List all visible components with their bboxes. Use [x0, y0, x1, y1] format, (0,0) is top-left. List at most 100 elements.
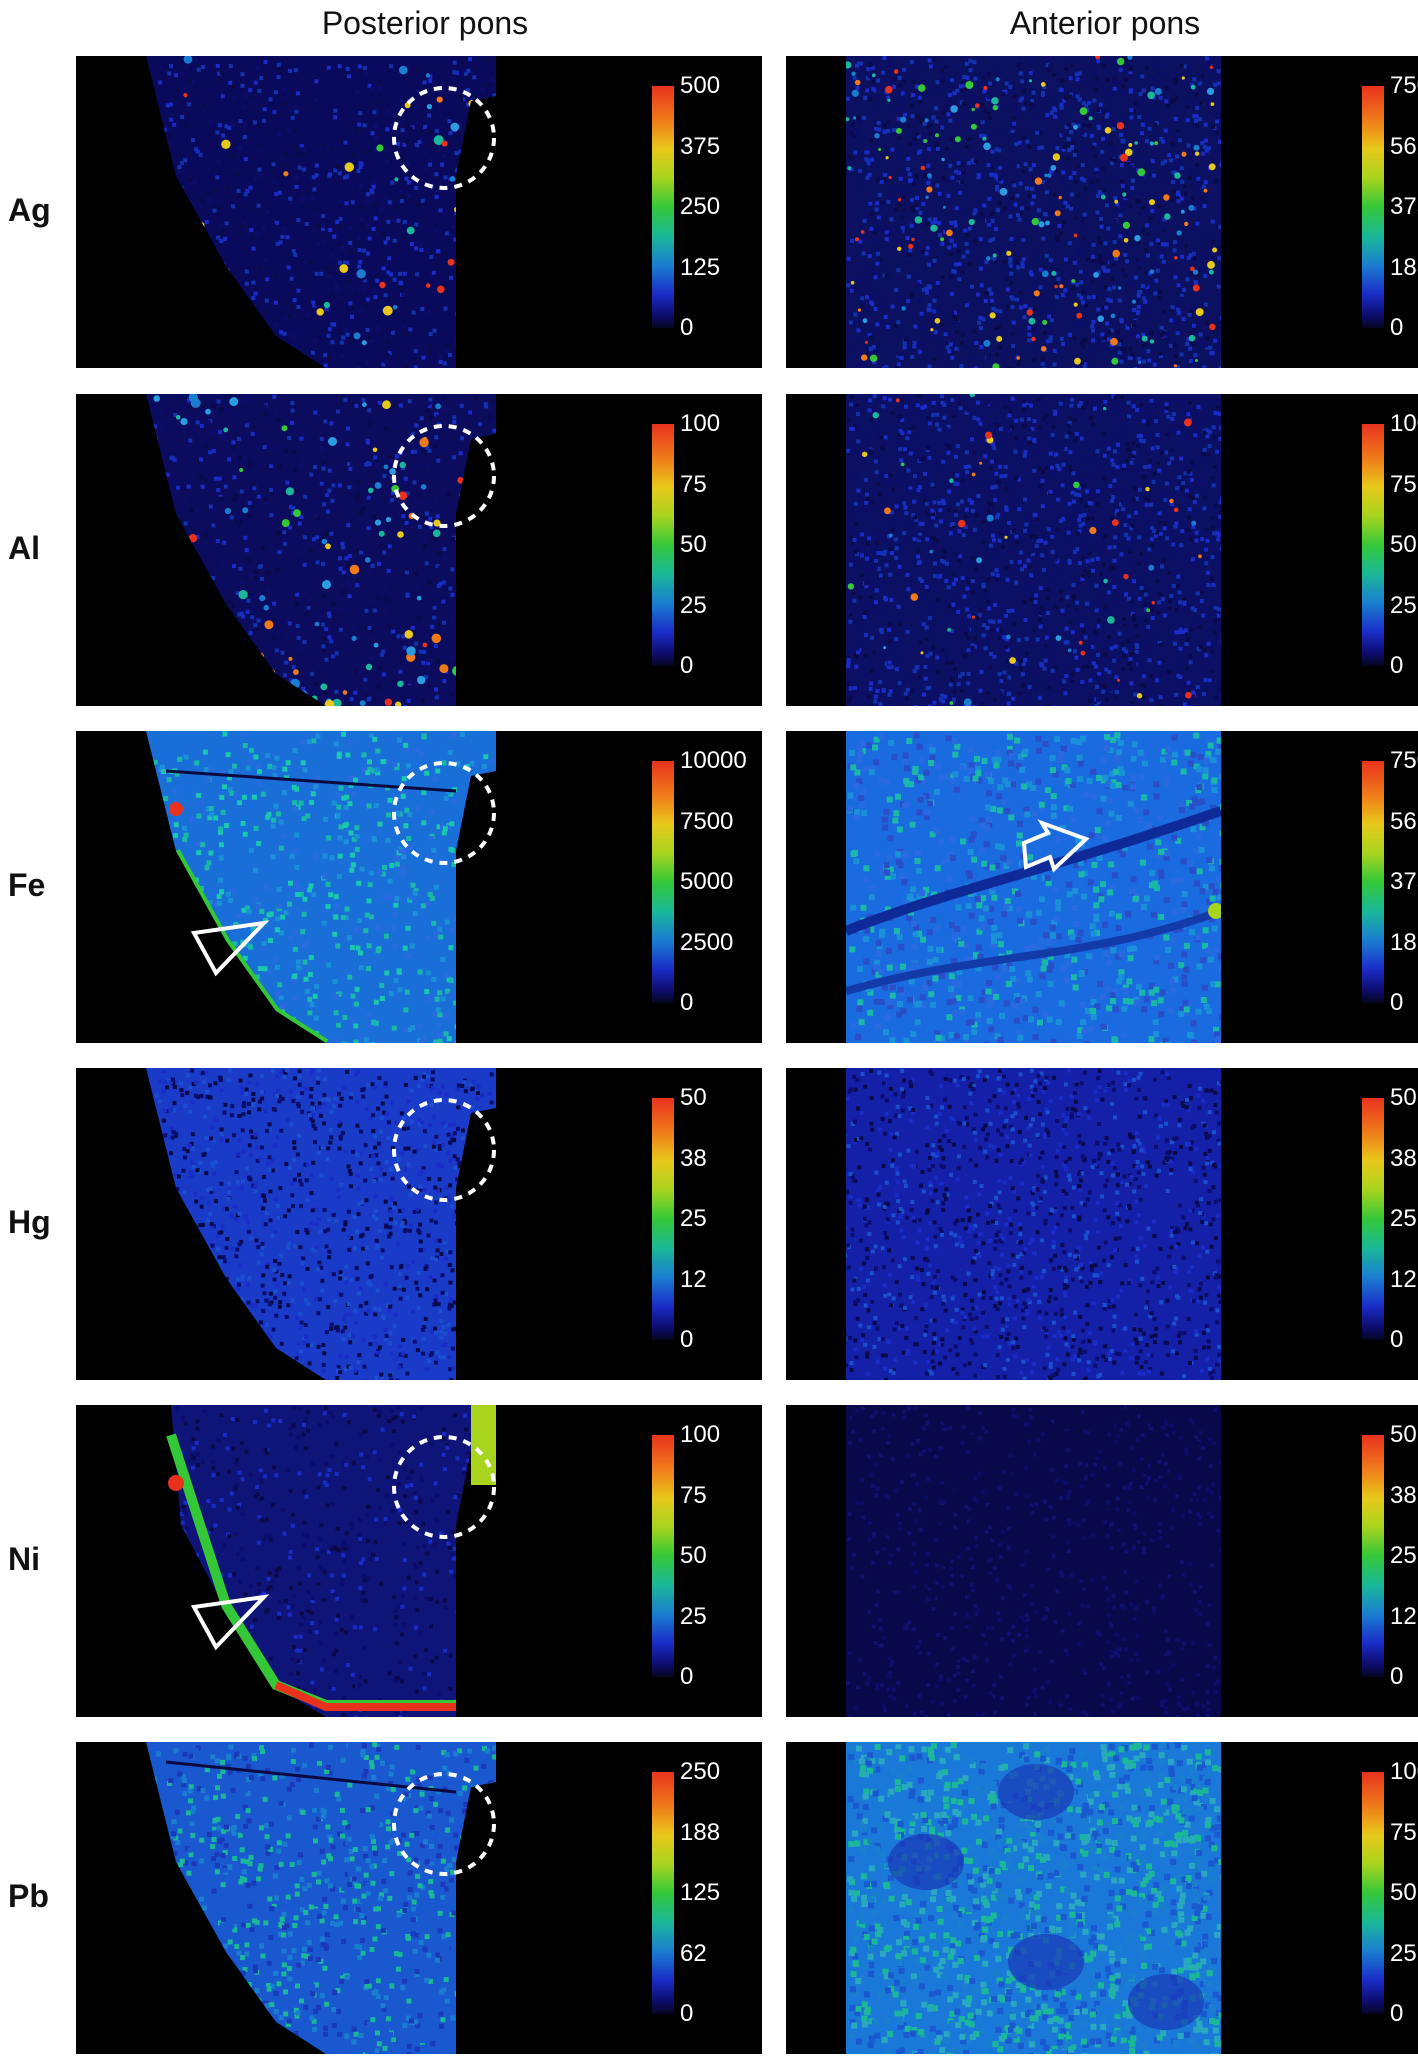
posterior-pb-map: [146, 1742, 496, 2054]
colorbar-tick: 12: [680, 1265, 707, 1293]
colorbar-tick: 38: [1390, 1144, 1417, 1172]
colorbar-tick: 0: [680, 1326, 694, 1353]
colorbar-tick: 62: [680, 1939, 707, 1967]
row-label-ni: Ni: [8, 1541, 40, 1577]
dashed-circle-marker: [392, 761, 496, 865]
dashed-circle-marker: [392, 1435, 496, 1539]
colorbar-tick: 0: [1390, 2000, 1404, 2027]
colorbar-tick: 25: [1390, 1939, 1417, 1967]
anterior-al-map: [846, 394, 1221, 706]
row-label-ag: Ag: [8, 192, 51, 228]
colorbar-tick: 562: [1390, 132, 1418, 160]
colorbar-tick: 5625: [1390, 807, 1418, 835]
colorbar-tick: 2500: [680, 928, 734, 956]
anterior-ni-panel: 50 38 25 12 0: [786, 1405, 1418, 1717]
colorbar-tick: 25: [680, 1205, 707, 1232]
colorbar: [1362, 761, 1384, 1003]
colorbar-tick: 100: [1390, 1758, 1418, 1785]
colorbar-tick: 0: [680, 652, 694, 679]
row-label-al: Al: [8, 530, 40, 566]
posterior-ni-map: [166, 1405, 496, 1717]
colorbar-tick: 5000: [680, 868, 734, 895]
posterior-al-panel: 100 75 50 25 0: [76, 394, 762, 706]
colorbar: [652, 1772, 674, 2014]
colorbar: [652, 424, 674, 666]
posterior-pb-panel: 250 188 125 62 0: [76, 1742, 762, 2054]
colorbar-tick: 1875: [1390, 928, 1418, 956]
colorbar-tick: 25: [680, 1602, 707, 1630]
colorbar: [1362, 86, 1384, 328]
colorbar-tick: 75: [1390, 470, 1417, 498]
colorbar-tick: 50: [680, 1084, 707, 1111]
arrowhead-marker: [190, 1594, 270, 1651]
colorbar-tick: 100: [680, 1421, 721, 1448]
colorbar-tick: 75: [1390, 1818, 1417, 1846]
colorbar-tick: 100: [680, 410, 721, 437]
colorbar: [652, 1098, 674, 1340]
colorbar: [652, 1435, 674, 1677]
anterior-fe-panel: 7500 5625 3750 1875 0: [786, 731, 1418, 1043]
colorbar-tick: 500: [680, 72, 721, 99]
anterior-ag-panel: 750 562 375 188 0: [786, 56, 1418, 368]
colorbar-tick: 25: [680, 591, 707, 619]
colorbar-tick: 50: [680, 531, 707, 558]
colorbar-tick: 50: [680, 1542, 707, 1569]
colorbar-tick: 7500: [1390, 747, 1418, 774]
anterior-pb-map: [846, 1742, 1221, 2054]
colorbar-tick: 50: [1390, 531, 1417, 558]
colorbar: [652, 761, 674, 1003]
colorbar-tick: 125: [680, 253, 721, 281]
row-label-hg: Hg: [8, 1204, 51, 1240]
row-label-fe: Fe: [8, 867, 46, 903]
colorbar-tick: 50: [1390, 1421, 1417, 1448]
arrowhead-marker: [190, 920, 270, 977]
colorbar-tick: 0: [1390, 314, 1404, 341]
colorbar-tick: 3750: [1390, 868, 1418, 895]
dashed-circle-marker: [392, 1098, 496, 1202]
posterior-ag-map: [146, 56, 496, 368]
colorbar-tick: 50: [1390, 1879, 1417, 1906]
colorbar-tick: 188: [1390, 253, 1418, 281]
colorbar-tick: 0: [1390, 989, 1404, 1016]
colorbar-tick: 188: [680, 1818, 721, 1846]
colorbar: [1362, 1772, 1384, 2014]
posterior-hg-map: [146, 1068, 496, 1380]
column-title-anterior: Anterior pons: [1009, 5, 1201, 41]
colorbar-tick: 75: [680, 1481, 707, 1509]
dashed-circle-marker: [392, 424, 496, 528]
colorbar: [652, 86, 674, 328]
colorbar-tick: 0: [1390, 1663, 1404, 1690]
anterior-fe-map: [846, 731, 1221, 1043]
arrow-marker: [1021, 819, 1090, 873]
colorbar-tick: 375: [1390, 193, 1418, 220]
colorbar-tick: 25: [1390, 1205, 1417, 1232]
colorbar-tick: 0: [680, 314, 694, 341]
colorbar-tick: 50: [1390, 1084, 1417, 1111]
posterior-al-map: [146, 394, 496, 706]
posterior-ni-panel: 100 75 50 25 0: [76, 1405, 762, 1717]
colorbar-tick: 750: [1390, 72, 1418, 99]
colorbar-tick: 250: [680, 1758, 721, 1785]
anterior-pb-panel: 100 75 50 25 0: [786, 1742, 1418, 2054]
colorbar-tick: 125: [680, 1879, 721, 1906]
anterior-ni-map: [846, 1405, 1221, 1717]
colorbar-tick: 7500: [680, 807, 734, 835]
column-title-posterior: Posterior pons: [321, 5, 529, 41]
colorbar-tick: 10000: [680, 747, 747, 774]
colorbar-tick: 100: [1390, 410, 1418, 437]
colorbar-tick: 0: [680, 989, 694, 1016]
colorbar-tick: 12: [1390, 1602, 1417, 1630]
posterior-fe-panel: 10000 7500 5000 2500 0: [76, 731, 762, 1043]
colorbar-tick: 25: [1390, 1542, 1417, 1569]
anterior-al-panel: 100 75 50 25 0: [786, 394, 1418, 706]
colorbar-tick: 38: [1390, 1481, 1417, 1509]
colorbar-tick: 0: [1390, 652, 1404, 679]
colorbar-tick: 0: [680, 2000, 694, 2027]
posterior-fe-map: [146, 731, 496, 1043]
anterior-hg-map: [846, 1068, 1221, 1380]
anterior-ag-map: [846, 56, 1221, 368]
colorbar-tick: 38: [680, 1144, 707, 1172]
colorbar: [1362, 1435, 1384, 1677]
colorbar-tick: 0: [680, 1663, 694, 1690]
colorbar-tick: 375: [680, 132, 721, 160]
